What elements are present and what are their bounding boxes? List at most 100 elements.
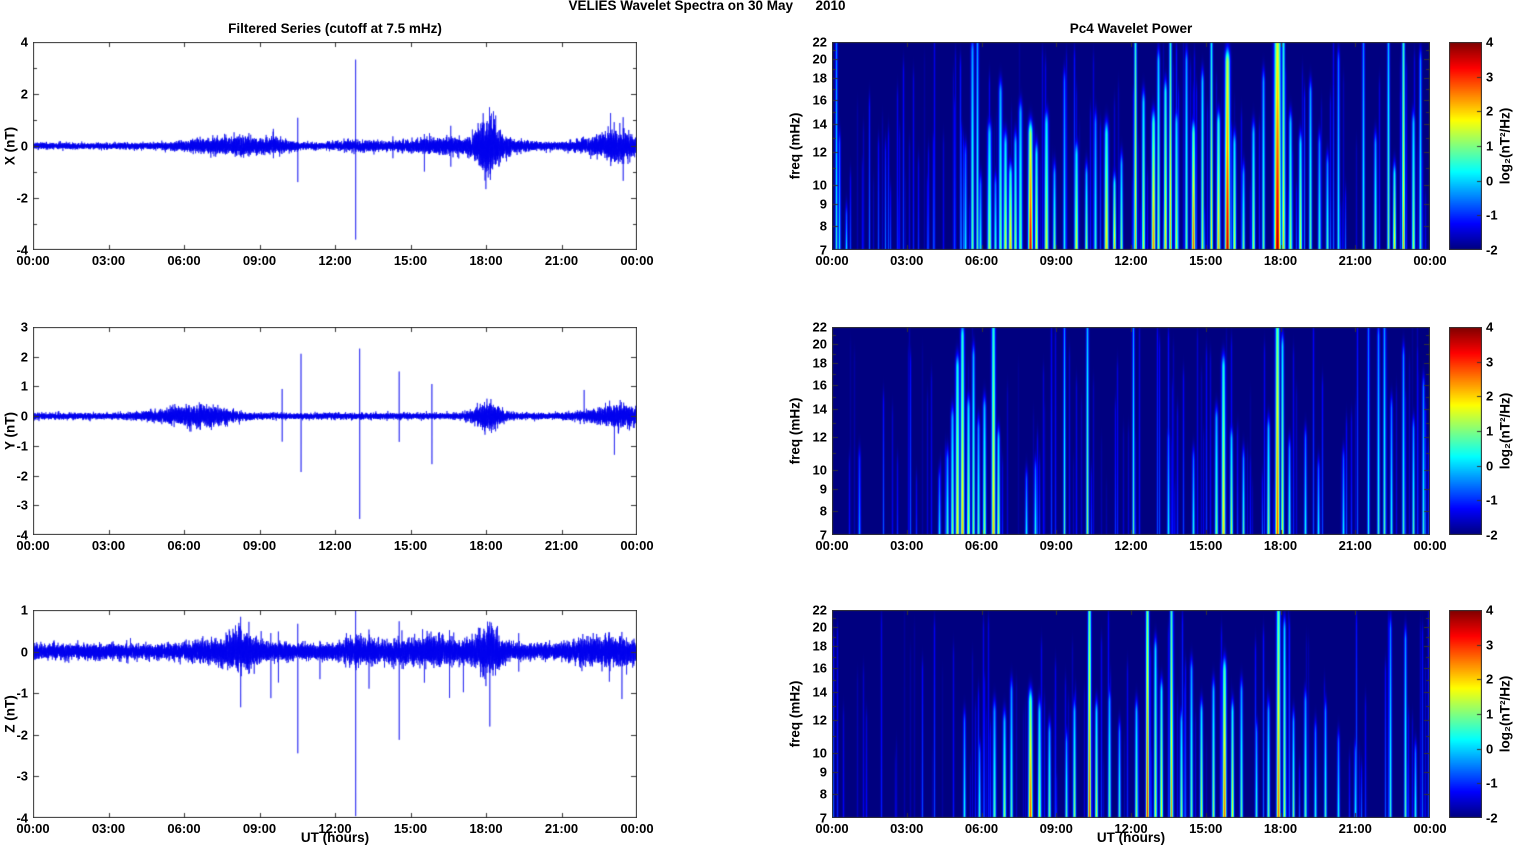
- colorbar-tick-label: 3: [1486, 354, 1494, 370]
- freq-tick-label: 20: [812, 51, 827, 67]
- x-tick-label: 21:00: [544, 821, 579, 836]
- x-tick-label: 00:00: [16, 538, 50, 553]
- freq-tick-label: 9: [819, 481, 827, 497]
- colorbar-tick-label: -2: [1486, 242, 1498, 258]
- colorbar-label-3: log₂(nT²/Hz): [1497, 675, 1513, 753]
- x-tick-label: 00:00: [620, 821, 654, 836]
- colorbar-tick-label: 0: [1486, 173, 1494, 189]
- colorbar-1: [1449, 42, 1482, 250]
- y-tick-label: -4: [16, 810, 28, 826]
- x-tick-label: 06:00: [964, 253, 999, 268]
- x-tick-label: 09:00: [242, 253, 277, 268]
- x-tick-label: 18:00: [469, 253, 503, 268]
- x-tick-label: 06:00: [964, 821, 999, 836]
- colorbar-tick-label: 4: [1486, 319, 1494, 335]
- y-tick-label: 1: [20, 602, 28, 618]
- x-tick-label: 00:00: [815, 821, 849, 836]
- figure-title: VELIES Wavelet Spectra on 30 May 2010: [568, 0, 846, 13]
- x-tick-label: 12:00: [1114, 538, 1148, 553]
- freq-tick-label: 16: [812, 377, 827, 393]
- x-tick-label: 18:00: [1263, 821, 1298, 836]
- x-tick-label: 00:00: [1413, 253, 1447, 268]
- y-tick-label: 3: [20, 319, 28, 335]
- y-tick-label: -2: [16, 190, 28, 206]
- colorbar-tick-label: 3: [1486, 637, 1494, 653]
- colorbar-tick-label: 2: [1486, 671, 1494, 687]
- y-tick-label: 1: [20, 378, 28, 394]
- wavelet-spectrogram-x: [832, 42, 1430, 250]
- freq-tick-label: 12: [812, 712, 827, 728]
- colorbar-tick-label: 4: [1486, 602, 1494, 618]
- y-tick-label: 2: [20, 349, 28, 365]
- x-tick-label: 09:00: [1039, 538, 1073, 553]
- freq-tick-label: 22: [812, 602, 827, 618]
- x-tick-label: 15:00: [393, 538, 428, 553]
- x-tick-label: 15:00: [1189, 253, 1223, 268]
- freq-tick-label: 16: [812, 660, 827, 676]
- x-tick-label: 21:00: [544, 538, 579, 553]
- colorbar-tick-label: -2: [1486, 810, 1498, 826]
- x-tick-label: 18:00: [1263, 538, 1298, 553]
- x-tick-label: 09:00: [1039, 253, 1073, 268]
- colorbar-tick-label: 4: [1486, 34, 1494, 50]
- series-plot-z: [33, 610, 637, 818]
- x-axis-label-left: UT (hours): [300, 830, 370, 845]
- colorbar-tick-label: -1: [1486, 775, 1498, 791]
- x-tick-label: 12:00: [318, 538, 352, 553]
- x-tick-label: 03:00: [91, 538, 126, 553]
- x-tick-label: 21:00: [1338, 538, 1372, 553]
- x-tick-label: 09:00: [1039, 821, 1073, 836]
- series-plot-y: [33, 327, 637, 535]
- freq-tick-label: 18: [812, 70, 827, 86]
- freq-tick-label: 22: [812, 319, 827, 335]
- y-axis-label-x: X (nT): [2, 126, 18, 166]
- x-tick-label: 18:00: [469, 538, 503, 553]
- x-tick-label: 18:00: [1263, 253, 1298, 268]
- x-tick-label: 06:00: [964, 538, 999, 553]
- freq-tick-label: 14: [812, 684, 827, 700]
- freq-tick-label: 8: [819, 218, 827, 234]
- y-tick-label: -2: [16, 468, 28, 484]
- x-tick-label: 21:00: [1338, 821, 1372, 836]
- x-tick-label: 03:00: [91, 821, 126, 836]
- y-tick-label: -3: [16, 497, 28, 513]
- freq-tick-label: 12: [812, 144, 827, 160]
- x-tick-label: 00:00: [1413, 538, 1447, 553]
- x-tick-label: 06:00: [167, 253, 201, 268]
- colorbar-tick-label: -2: [1486, 527, 1498, 543]
- y-tick-label: -3: [16, 768, 28, 784]
- colorbar-tick-label: 1: [1486, 706, 1494, 722]
- freq-tick-label: 20: [812, 336, 827, 352]
- colorbar-3: [1449, 610, 1482, 818]
- colorbar-tick-label: -1: [1486, 492, 1498, 508]
- freq-tick-label: 7: [819, 810, 827, 826]
- x-tick-label: 06:00: [167, 821, 201, 836]
- y-axis-label-z: Z (nT): [2, 695, 18, 733]
- freq-axis-label-1: freq (mHz): [787, 112, 803, 180]
- colorbar-tick-label: 0: [1486, 458, 1494, 474]
- x-tick-label: 15:00: [1189, 538, 1223, 553]
- series-plot-x: [33, 42, 637, 250]
- x-tick-label: 12:00: [1114, 821, 1148, 836]
- x-tick-label: 09:00: [242, 821, 277, 836]
- colorbar-tick-label: 2: [1486, 388, 1494, 404]
- x-tick-label: 15:00: [1189, 821, 1223, 836]
- x-tick-label: 12:00: [318, 821, 352, 836]
- right-column-title: Pc4 Wavelet Power: [1069, 21, 1193, 36]
- colorbar-tick-label: -1: [1486, 207, 1498, 223]
- y-tick-label: 0: [20, 644, 28, 660]
- x-tick-label: 21:00: [544, 253, 579, 268]
- freq-tick-label: 9: [819, 764, 827, 780]
- x-axis-label-right: UT (hours): [1096, 830, 1166, 845]
- freq-tick-label: 9: [819, 196, 827, 212]
- wavelet-spectrogram-y: [832, 327, 1430, 535]
- x-tick-label: 15:00: [393, 821, 428, 836]
- x-tick-label: 00:00: [620, 538, 654, 553]
- freq-tick-label: 22: [812, 34, 827, 50]
- freq-tick-label: 8: [819, 786, 827, 802]
- freq-axis-label-2: freq (mHz): [787, 397, 803, 465]
- x-tick-label: 21:00: [1338, 253, 1372, 268]
- freq-tick-label: 10: [812, 177, 827, 193]
- x-tick-label: 15:00: [393, 253, 428, 268]
